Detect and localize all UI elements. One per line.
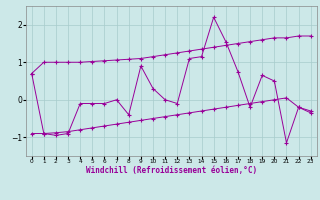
X-axis label: Windchill (Refroidissement éolien,°C): Windchill (Refroidissement éolien,°C) (86, 166, 257, 175)
